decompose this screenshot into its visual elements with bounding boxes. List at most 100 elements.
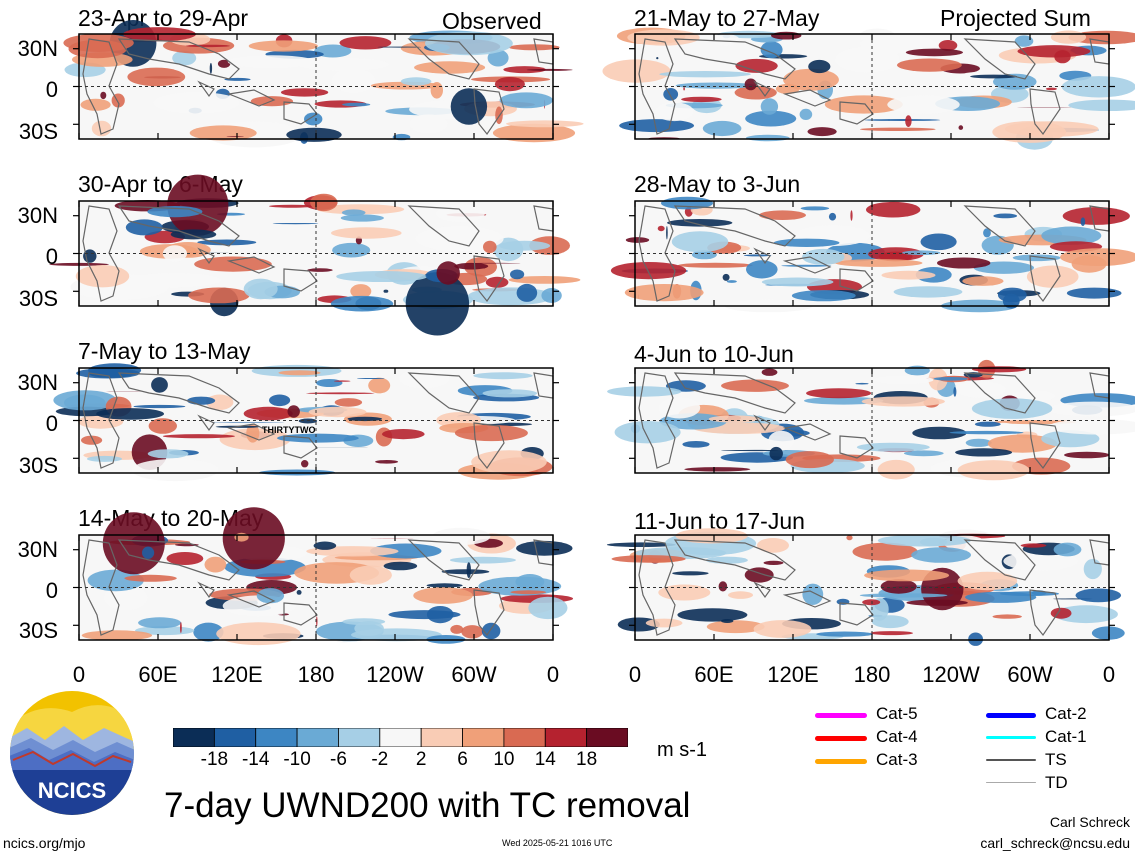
anomaly-blob [151, 377, 168, 393]
anomaly-blob [1041, 430, 1100, 448]
lon-label: 120E [211, 662, 263, 687]
anomaly-blob [955, 448, 1013, 457]
anomaly-blob [269, 204, 315, 208]
legend-label: TS [1045, 750, 1067, 769]
anomaly-blob [735, 58, 778, 73]
anomaly-blob [958, 125, 964, 130]
colorbar-swatch [586, 728, 628, 747]
anomaly-blob [902, 250, 941, 255]
anomaly-blob [808, 59, 831, 74]
legend-label: Cat-4 [876, 727, 918, 746]
anomaly-blob [508, 44, 560, 51]
anomaly-blob [398, 368, 450, 389]
anomaly-blob [510, 590, 547, 595]
anomaly-blob [467, 287, 554, 306]
anomaly-blob [297, 57, 389, 71]
anomaly-blob [1075, 588, 1122, 603]
anomaly-blob [227, 55, 316, 69]
anomaly-blob [332, 68, 375, 93]
anomaly-blob [316, 204, 405, 215]
anomaly-blob [606, 542, 676, 547]
anomaly-blob [461, 625, 484, 639]
anomaly-blob [441, 569, 490, 575]
cat1-line [986, 736, 1036, 739]
anomaly-blob [508, 276, 581, 284]
anomaly-blob [506, 120, 584, 128]
coastline [197, 80, 215, 98]
anomaly-blob [866, 201, 921, 218]
coastline [1029, 88, 1061, 136]
colorbar-label: -10 [283, 749, 311, 770]
anomaly-blob [248, 40, 318, 52]
anomaly-blob [454, 424, 528, 442]
anomaly-blob [492, 123, 576, 143]
anomaly-blob [413, 587, 473, 604]
lon-label: 120E [767, 662, 819, 687]
anomaly-blob [850, 210, 853, 221]
coastline [407, 372, 480, 414]
anomaly-blob [856, 442, 930, 452]
anomaly-blob [1026, 265, 1079, 288]
lon-label: 0 [628, 662, 642, 687]
anomaly-blob [162, 434, 235, 439]
anomaly-blob [880, 579, 917, 594]
coastline [226, 423, 276, 441]
anomaly-blob [100, 91, 107, 100]
anomaly-blob [893, 286, 963, 298]
anomaly-blob [911, 547, 971, 563]
colorbar-label: 2 [415, 749, 427, 770]
anomaly-blob [904, 365, 930, 376]
anomaly-blob [124, 574, 177, 582]
coastline [673, 539, 796, 581]
anomaly-blob [339, 36, 392, 50]
anomaly-blob [167, 174, 229, 236]
anomaly-blob [1048, 419, 1135, 435]
anomaly-blob [340, 214, 384, 222]
coastline [82, 38, 120, 135]
anomaly-blob [503, 66, 546, 74]
coastline [473, 88, 505, 136]
email-link[interactable]: carl_schreck@ncsu.edu [980, 835, 1130, 851]
anomaly-blob [968, 632, 983, 646]
anomaly-blob [677, 262, 753, 268]
anomaly-blob [357, 378, 385, 379]
anomaly-blob [691, 250, 717, 260]
anomaly-blob [846, 535, 853, 541]
anomaly-blob [624, 284, 704, 302]
anomaly-blob [382, 429, 425, 440]
anomaly-blob [712, 34, 740, 46]
anomaly-blob [217, 59, 231, 68]
td-line [986, 782, 1036, 783]
anomaly-blob [757, 538, 789, 553]
lon-label: 60E [138, 662, 178, 687]
anomaly-blob [671, 231, 729, 253]
anomaly-blob [1053, 542, 1082, 557]
anomaly-blob [912, 426, 967, 440]
panel-title: 7-May to 13-May [78, 338, 251, 364]
anomaly-blob [383, 561, 418, 571]
anomaly-blob [877, 459, 915, 480]
anomaly-blob [761, 277, 834, 287]
lat-label: 30N [17, 370, 58, 395]
coastline [638, 372, 676, 469]
ncics-logo: NCICS [10, 691, 134, 815]
anomaly-blob [432, 527, 491, 545]
anomaly-blob [802, 248, 845, 265]
anomaly-blob [971, 366, 1027, 373]
anomaly-blob [53, 390, 117, 411]
anomaly-blob [153, 92, 240, 114]
anomaly-blob [682, 441, 710, 448]
anomaly-blob [256, 588, 285, 604]
website-link[interactable]: ncics.org/mjo [3, 835, 86, 851]
legend-label: Cat-5 [876, 704, 918, 723]
anomaly-blob [304, 112, 323, 126]
anomaly-blob [487, 49, 509, 67]
anomaly-blob [350, 284, 372, 299]
anomaly-blob [88, 363, 142, 378]
anomaly-blob [859, 127, 936, 131]
map-plot [73, 507, 574, 646]
anomaly-blob [887, 95, 960, 114]
coastline [117, 205, 240, 247]
anomaly-blob [147, 449, 189, 459]
coastline [197, 581, 215, 599]
